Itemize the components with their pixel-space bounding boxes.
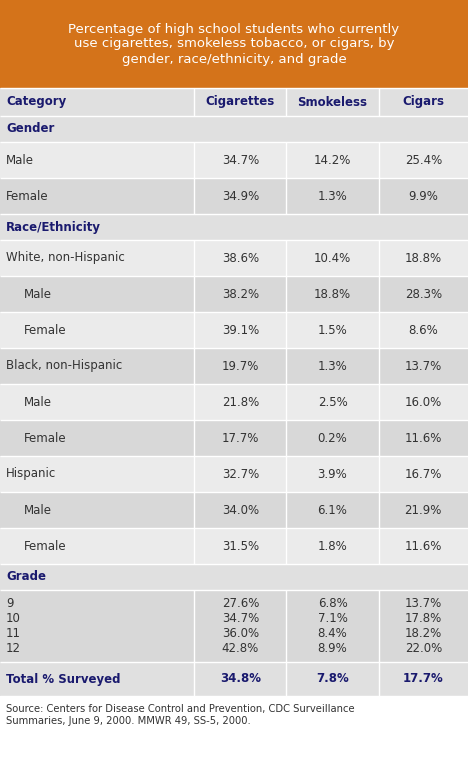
Bar <box>0 116 468 142</box>
Text: Female: Female <box>24 431 66 444</box>
Text: 1.3%: 1.3% <box>318 359 347 372</box>
Bar <box>0 214 468 240</box>
Text: Male: Male <box>24 395 52 408</box>
Text: 10.4%: 10.4% <box>314 251 351 264</box>
Bar <box>0 456 468 492</box>
Text: 18.8%: 18.8% <box>405 251 442 264</box>
Text: Female: Female <box>6 189 49 202</box>
Text: 38.2%: 38.2% <box>222 287 259 300</box>
Text: 39.1%: 39.1% <box>222 323 259 336</box>
Text: Male: Male <box>24 287 52 300</box>
Text: Percentage of high school students who currently
use cigarettes, smokeless tobac: Percentage of high school students who c… <box>68 22 400 66</box>
Bar <box>0 384 468 420</box>
Bar <box>0 492 468 528</box>
Text: 1.5%: 1.5% <box>318 323 347 336</box>
Text: 21.9%: 21.9% <box>405 503 442 516</box>
Text: 16.0%: 16.0% <box>405 395 442 408</box>
Bar <box>0 696 468 748</box>
Text: 14.2%: 14.2% <box>314 153 351 166</box>
Text: Race/Ethnicity: Race/Ethnicity <box>6 221 101 234</box>
Text: 21.8%: 21.8% <box>222 395 259 408</box>
Text: 25.4%: 25.4% <box>405 153 442 166</box>
Text: 34.9%: 34.9% <box>222 189 259 202</box>
Text: White, non-Hispanic: White, non-Hispanic <box>6 251 125 264</box>
Text: 19.7%: 19.7% <box>222 359 259 372</box>
Text: 16.7%: 16.7% <box>405 467 442 480</box>
Text: 1.3%: 1.3% <box>318 189 347 202</box>
Bar <box>0 88 468 116</box>
Text: 17.7%: 17.7% <box>403 673 444 686</box>
Bar <box>0 142 468 178</box>
Bar <box>0 662 468 696</box>
Text: 9
10
11
12: 9 10 11 12 <box>6 597 21 655</box>
Text: 31.5%: 31.5% <box>222 539 259 552</box>
Text: Cigarettes: Cigarettes <box>206 96 275 109</box>
Text: 6.8%
7.1%
8.4%
8.9%: 6.8% 7.1% 8.4% 8.9% <box>318 597 347 655</box>
Bar <box>0 240 468 276</box>
Text: 34.0%: 34.0% <box>222 503 259 516</box>
Text: Category: Category <box>6 96 66 109</box>
Text: Male: Male <box>6 153 34 166</box>
Bar <box>0 348 468 384</box>
Text: 6.1%: 6.1% <box>318 503 347 516</box>
Text: Male: Male <box>24 503 52 516</box>
Text: Smokeless: Smokeless <box>298 96 367 109</box>
Text: 28.3%: 28.3% <box>405 287 442 300</box>
Text: 13.7%: 13.7% <box>405 359 442 372</box>
Text: 32.7%: 32.7% <box>222 467 259 480</box>
Text: 3.9%: 3.9% <box>318 467 347 480</box>
Bar <box>0 590 468 662</box>
Text: 2.5%: 2.5% <box>318 395 347 408</box>
Text: 0.2%: 0.2% <box>318 431 347 444</box>
Text: Hispanic: Hispanic <box>6 467 56 480</box>
Text: Source: Centers for Disease Control and Prevention, CDC Surveillance
Summaries, : Source: Centers for Disease Control and … <box>6 704 355 725</box>
Text: Grade: Grade <box>6 571 46 584</box>
Text: 11.6%: 11.6% <box>405 431 442 444</box>
Text: 11.6%: 11.6% <box>405 539 442 552</box>
Text: 1.8%: 1.8% <box>318 539 347 552</box>
Text: 27.6%
34.7%
36.0%
42.8%: 27.6% 34.7% 36.0% 42.8% <box>222 597 259 655</box>
Bar <box>0 528 468 564</box>
Text: Gender: Gender <box>6 123 54 136</box>
Bar <box>0 312 468 348</box>
Text: 38.6%: 38.6% <box>222 251 259 264</box>
Text: 7.8%: 7.8% <box>316 673 349 686</box>
Bar <box>0 0 468 88</box>
Text: Black, non-Hispanic: Black, non-Hispanic <box>6 359 122 372</box>
Text: Total % Surveyed: Total % Surveyed <box>6 673 120 686</box>
Text: 9.9%: 9.9% <box>409 189 438 202</box>
Bar <box>0 276 468 312</box>
Bar <box>0 178 468 214</box>
Text: 13.7%
17.8%
18.2%
22.0%: 13.7% 17.8% 18.2% 22.0% <box>405 597 442 655</box>
Text: 17.7%: 17.7% <box>222 431 259 444</box>
Text: Female: Female <box>24 539 66 552</box>
Text: 18.8%: 18.8% <box>314 287 351 300</box>
Text: Cigars: Cigars <box>402 96 444 109</box>
Text: 8.6%: 8.6% <box>409 323 438 336</box>
Text: 34.7%: 34.7% <box>222 153 259 166</box>
Bar <box>0 564 468 590</box>
Bar <box>0 420 468 456</box>
Text: 34.8%: 34.8% <box>220 673 261 686</box>
Text: Female: Female <box>24 323 66 336</box>
